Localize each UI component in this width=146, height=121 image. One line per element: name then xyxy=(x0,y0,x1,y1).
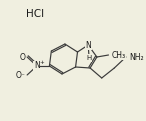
Text: CH₃: CH₃ xyxy=(111,50,126,60)
Text: N: N xyxy=(85,41,91,49)
Text: HCl: HCl xyxy=(26,9,44,19)
Text: N: N xyxy=(34,61,40,71)
Text: NH₂: NH₂ xyxy=(129,53,144,61)
Text: O⁻: O⁻ xyxy=(15,71,25,79)
Text: O: O xyxy=(19,53,25,61)
Text: +: + xyxy=(40,60,45,64)
Text: H: H xyxy=(87,55,92,61)
